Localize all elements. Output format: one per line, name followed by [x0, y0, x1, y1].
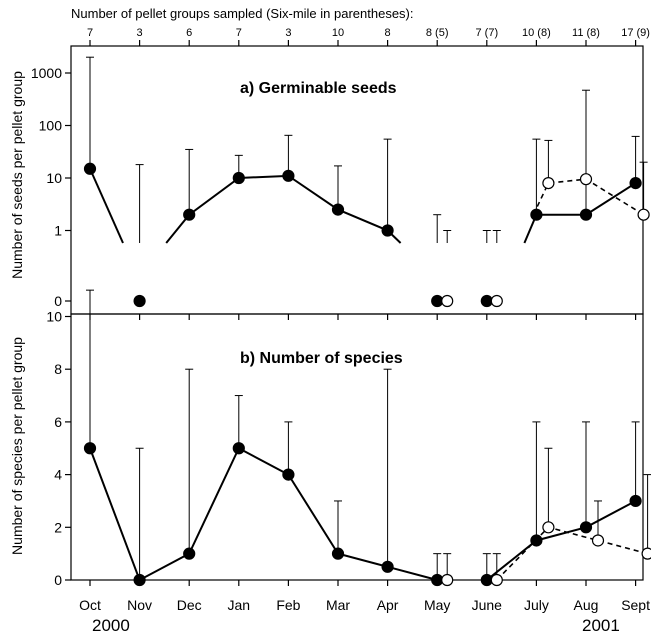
panel-a-solid-point-jan: [232, 171, 245, 185]
panel-b-solid-line-seg-0: [89, 446, 438, 582]
panel-a-open-point-aug: [579, 173, 593, 186]
panel-a-solid-point-nov: [133, 294, 146, 308]
panel-b-y-tick-label-4: 4: [54, 467, 62, 483]
panel-b-title: b) Number of species: [240, 350, 403, 367]
panel-b-solid-point-mar: [331, 547, 345, 560]
panel-b-dashed-line: [496, 526, 648, 581]
x-tick-label-june: June: [472, 597, 503, 613]
month-axis-labels: Oct Nov Dec Jan Feb Mar Apr May June July Aug Sept: [79, 40, 650, 613]
pellet-count-oct: 7: [87, 27, 93, 39]
panel-a-solid-line-seg-2: [523, 182, 637, 244]
panel-b-open-point-may: [441, 573, 454, 587]
x-tick-label-oct: Oct: [79, 597, 101, 613]
panel-a-solid-point-sept: [629, 176, 642, 190]
x-tick-label-mar: Mar: [326, 597, 350, 613]
panel-b-y-tick-label-8: 8: [54, 361, 62, 377]
x-tick-label-feb: Feb: [276, 597, 300, 613]
panel-b-solid-line-seg-1: [486, 500, 637, 581]
panel-b-y-tick-label-2: 2: [54, 519, 62, 535]
panel-b-open-point-june: [490, 573, 503, 587]
pellet-count-sept: 17 (9): [621, 27, 650, 39]
pellet-count-jan: 7: [236, 27, 242, 39]
pellet-count-apr: 8: [385, 27, 391, 39]
panel-a-open-point-july: [542, 176, 555, 190]
x-tick-label-jan: Jan: [228, 597, 251, 613]
panel-a-marks: 0 1 10 100 1000: [31, 56, 650, 309]
panel-b-solid-point-aug: [579, 521, 593, 534]
pellet-count-feb: 3: [285, 27, 291, 39]
panel-a-y-axis-label: Number of seeds per pellet group: [9, 71, 25, 279]
x-tick-label-apr: Apr: [377, 597, 399, 613]
panel-a-title: a) Germinable seeds: [240, 80, 397, 97]
panel-a-y-tick-label-10: 10: [46, 170, 62, 186]
panel-a-solid-point-apr: [381, 224, 394, 237]
x-tick-label-dec: Dec: [177, 597, 202, 613]
panel-a-y-tick-label-1: 1: [54, 223, 62, 239]
panel-a-solid-line-seg-0: [89, 168, 124, 244]
pellet-count-june: 7 (7): [475, 27, 498, 39]
panel-b-frame: [70, 313, 644, 581]
pellet-count-row: 7 3 6 7 3 10 8 8 (5) 7 (7) 10 (8) 11 (8) 17 (9): [87, 27, 650, 39]
pellet-count-aug: 11 (8): [572, 27, 600, 39]
panel-b-open-point-sept: [641, 547, 651, 560]
panel-b-y-axis-label: Number of species per pellet group: [9, 337, 25, 555]
panel-a-solid-point-may: [431, 294, 444, 308]
panel-b-solid-point-apr: [381, 560, 394, 573]
panel-b-open-point-july: [542, 521, 555, 534]
panel-b-open-point-aug: [591, 534, 605, 547]
pellet-count-nov: 3: [137, 27, 143, 39]
panel-a-solid-point-oct: [83, 162, 97, 175]
panel-b-solid-point-sept: [629, 494, 642, 508]
panel-a-solid-point-dec: [183, 208, 196, 221]
header-text: Number of pellet groups sampled (Six-mil…: [71, 6, 414, 21]
year-label-2001: 2001: [582, 616, 620, 635]
panel-b-number-of-species: b) Number of species Number of species p…: [9, 289, 651, 588]
panel-a-solid-point-june: [480, 294, 493, 308]
panel-a-open-point-may: [441, 294, 454, 308]
panel-a-solid-line-seg-1: [165, 174, 402, 244]
panel-a-solid-point-aug: [579, 208, 593, 221]
pellet-count-may: 8 (5): [426, 27, 449, 39]
pellet-count-mar: 10: [332, 27, 344, 39]
panel-a-y-tick-label-0: 0: [54, 293, 62, 309]
panel-a-y-tick-label-100: 100: [39, 118, 63, 134]
panel-a-y-tick-label-1000: 1000: [31, 65, 62, 81]
panel-a-germinable-seeds: a) Germinable seeds Number of seeds per …: [9, 45, 650, 315]
pellet-count-dec: 6: [186, 27, 192, 39]
x-tick-label-aug: Aug: [574, 597, 599, 613]
panel-b-solid-point-jan: [232, 442, 245, 455]
x-tick-label-nov: Nov: [127, 597, 152, 613]
x-tick-label-sept: Sept: [621, 597, 650, 613]
panel-b-solid-point-dec: [183, 547, 196, 560]
panel-a-open-point-sept: [637, 208, 650, 221]
panel-b-y-tick-label-0: 0: [54, 572, 62, 588]
panel-b-marks: 0 2 4 6 8 10: [46, 289, 651, 588]
x-tick-label-july: July: [524, 597, 549, 613]
x-tick-label-may: May: [424, 597, 450, 613]
panel-a-solid-point-feb: [282, 169, 295, 182]
year-label-2000: 2000: [92, 616, 130, 635]
pellet-count-july: 10 (8): [522, 27, 551, 39]
panel-b-solid-point-oct: [83, 442, 97, 455]
panel-b-solid-point-feb: [282, 468, 295, 481]
panel-a-solid-point-mar: [331, 203, 345, 216]
panel-a-open-point-june: [490, 294, 503, 308]
panel-a-solid-point-july: [530, 208, 543, 221]
panel-b-y-tick-label-6: 6: [54, 414, 62, 430]
panel-b-y-tick-label-10: 10: [46, 309, 62, 325]
